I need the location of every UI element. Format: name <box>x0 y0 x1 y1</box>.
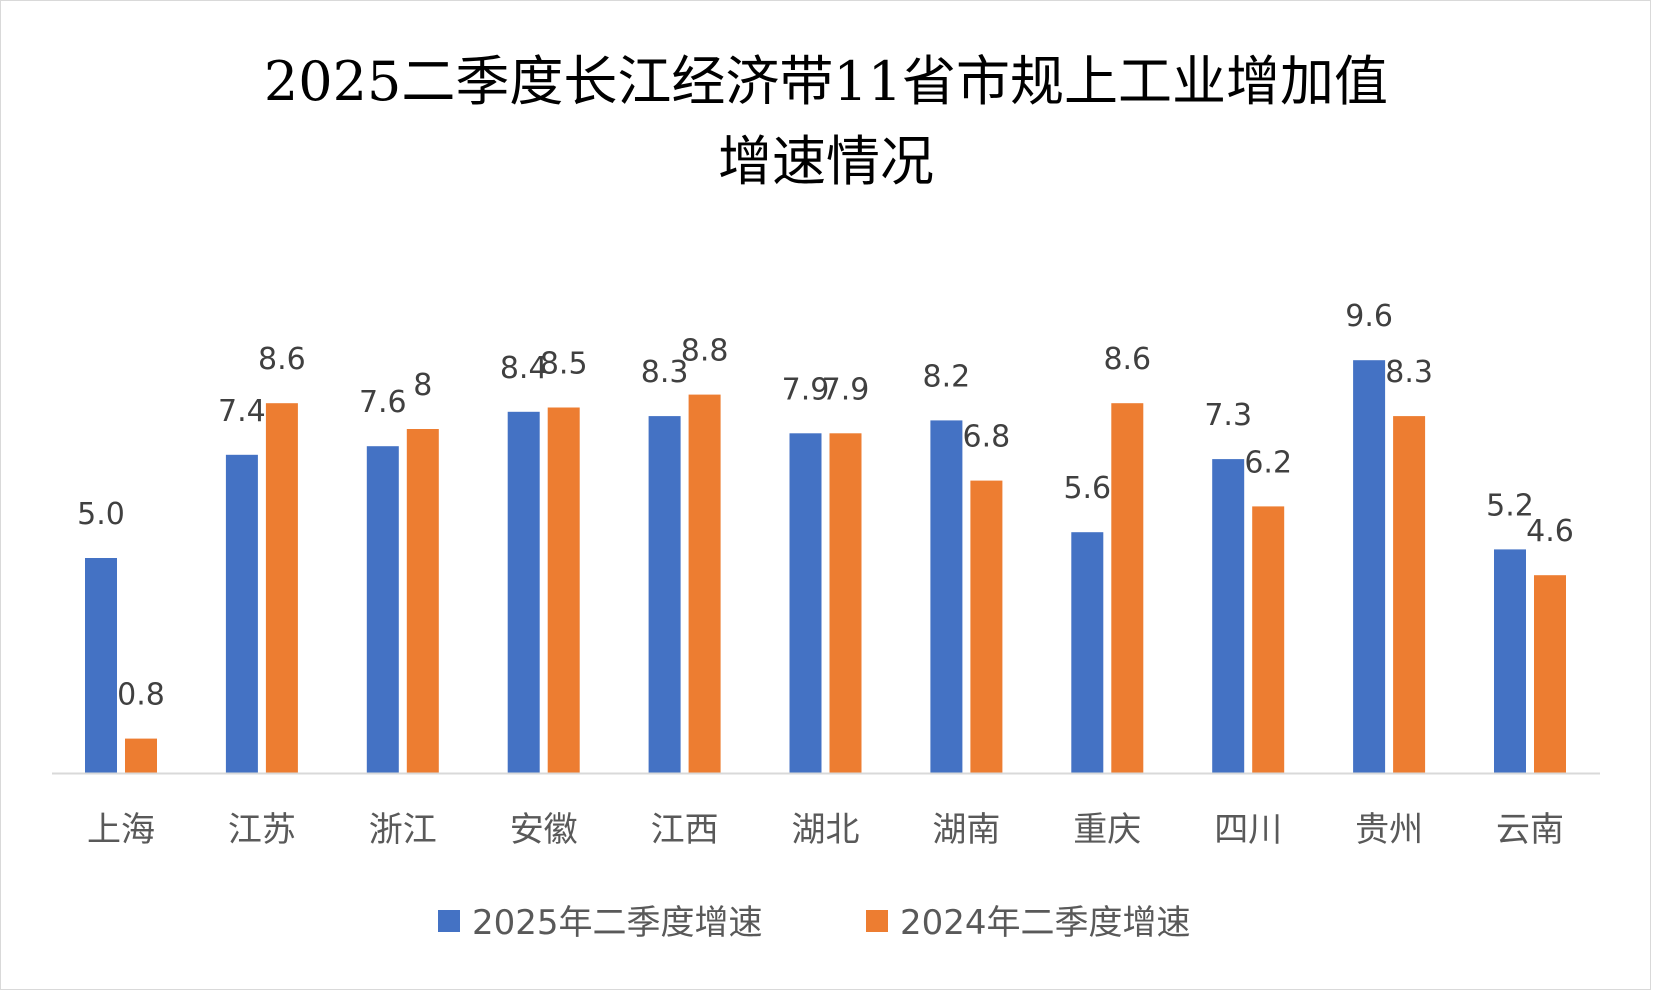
data-label-2024-重庆: 8.6 <box>1103 342 1151 377</box>
data-label-2024-上海: 0.8 <box>117 678 165 713</box>
data-label-2024-江苏: 8.6 <box>258 342 306 377</box>
data-label-2025-江西: 8.3 <box>641 355 689 390</box>
data-label-2024-安徽: 8.5 <box>540 347 588 382</box>
bar-2025-江苏 <box>225 454 258 773</box>
bar-2025-安徽 <box>507 411 540 773</box>
data-label-2024-湖北: 7.9 <box>822 372 870 407</box>
data-label-2025-重庆: 5.6 <box>1063 471 1111 506</box>
bar-2024-重庆 <box>1111 403 1144 773</box>
bar-2025-浙江 <box>366 446 399 773</box>
chart-title-line-2: 增速情况 <box>718 130 934 193</box>
category-label-上海: 上海 <box>87 810 155 850</box>
category-label-江苏: 江苏 <box>228 810 296 850</box>
category-label-江西: 江西 <box>651 810 719 850</box>
chart-title-line-1: 2025二季度长江经济带11省市规上工业增加值 <box>264 50 1388 113</box>
category-label-重庆: 重庆 <box>1073 810 1141 850</box>
data-label-2025-云南: 5.2 <box>1486 488 1534 523</box>
legend-swatch-2025 <box>438 910 460 932</box>
category-label-湖南: 湖南 <box>932 810 1000 850</box>
bar-2024-安徽 <box>547 407 580 773</box>
legend: 2025年二季度增速 2024年二季度增速 <box>438 903 1191 943</box>
category-label-浙江: 浙江 <box>369 810 437 850</box>
bars-group <box>85 360 1566 773</box>
bar-2024-浙江 <box>406 429 439 773</box>
data-label-2025-江苏: 7.4 <box>218 394 266 429</box>
bar-2024-湖北 <box>829 433 862 773</box>
data-label-2025-上海: 5.0 <box>77 497 125 532</box>
legend-label-2025: 2025年二季度增速 <box>472 903 763 943</box>
bar-2024-贵州 <box>1393 416 1426 773</box>
category-label-云南: 云南 <box>1496 810 1564 850</box>
bar-2025-上海 <box>85 558 117 773</box>
bar-2024-江西 <box>688 394 721 773</box>
data-label-2025-四川: 7.3 <box>1204 398 1252 433</box>
bar-2025-重庆 <box>1071 532 1104 773</box>
bar-2025-江西 <box>648 416 681 773</box>
legend-label-2024: 2024年二季度增速 <box>900 903 1191 943</box>
data-label-2025-湖北: 7.9 <box>782 372 830 407</box>
bar-2024-上海 <box>125 738 157 773</box>
category-label-四川: 四川 <box>1214 810 1282 850</box>
bar-2025-湖北 <box>789 433 822 773</box>
data-label-2025-安徽: 8.4 <box>500 351 548 386</box>
bar-2024-湖南 <box>970 480 1003 773</box>
bar-2025-湖南 <box>930 420 963 773</box>
data-label-2025-湖南: 8.2 <box>923 359 971 394</box>
data-label-2025-贵州: 9.6 <box>1345 299 1393 334</box>
bar-2024-江苏 <box>265 403 298 773</box>
category-label-贵州: 贵州 <box>1355 810 1423 850</box>
data-label-2024-四川: 6.2 <box>1244 445 1292 480</box>
data-label-2024-湖南: 6.8 <box>963 420 1011 455</box>
bar-2024-四川 <box>1252 506 1285 773</box>
data-label-2024-云南: 4.6 <box>1526 514 1574 549</box>
legend-swatch-2024 <box>866 910 888 932</box>
bar-2025-贵州 <box>1353 360 1386 773</box>
category-label-安徽: 安徽 <box>510 810 578 850</box>
bar-2025-云南 <box>1494 549 1526 773</box>
data-label-2025-浙江: 7.6 <box>359 385 407 420</box>
bar-2025-四川 <box>1212 459 1245 773</box>
data-labels-group: 5.00.87.48.67.6 8 8.48.5 8.38.87.97.9 8.26.8… <box>77 299 1574 712</box>
category-label-湖北: 湖北 <box>792 810 860 850</box>
data-label-2024-贵州: 8.3 <box>1385 355 1433 390</box>
data-label-2024-江西: 8.8 <box>681 334 729 369</box>
bar-2024-云南 <box>1534 575 1566 773</box>
data-label-2024-浙江: 8 <box>413 368 432 403</box>
category-labels-group: 上海 江苏 浙江 安徽 江西 湖北 湖南 重庆 四川 贵州 云南 <box>87 810 1564 850</box>
